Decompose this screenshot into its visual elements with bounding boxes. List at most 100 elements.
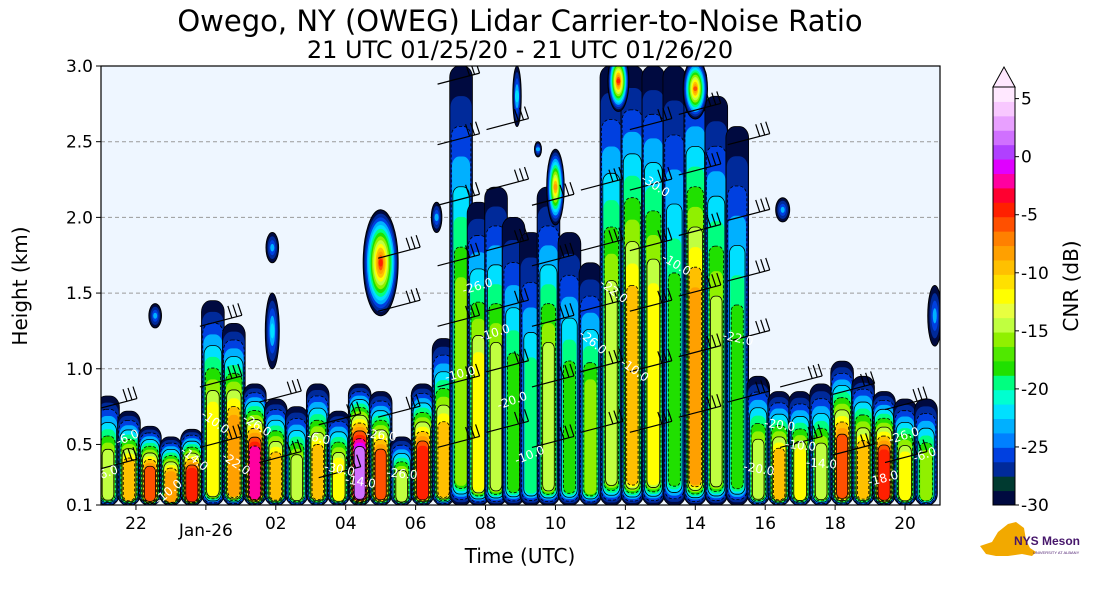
colorbar-segment	[993, 375, 1015, 391]
wind-barb-icon	[437, 121, 481, 146]
wind-barb-icon	[832, 371, 876, 396]
contour-label: -6.0	[306, 429, 332, 448]
colorbar-segment	[993, 447, 1015, 463]
wind-barb-icon	[678, 393, 722, 418]
colorbar-tick-label: -5	[1021, 206, 1038, 226]
x-tick-label: 10	[545, 514, 567, 534]
cnr-contour-band	[417, 445, 429, 500]
cnr-contour-band	[605, 280, 618, 486]
wind-barb-icon	[101, 386, 138, 409]
wind-barb-icon	[486, 106, 530, 131]
wind-barb-icon	[437, 66, 481, 85]
chart-subtitle: 21 UTC 01/25/20 - 21 UTC 01/26/20	[306, 36, 734, 64]
wind-barb-icon	[727, 318, 771, 343]
colorbar-tick-label: -15	[1021, 322, 1049, 342]
cnr-contour-blob	[378, 259, 383, 267]
chart-title: Owego, NY (OWEG) Lidar Carrier-to-Noise …	[177, 4, 863, 38]
colorbar-segment	[993, 332, 1015, 347]
cnr-contour-blob	[434, 213, 439, 222]
wind-barb-icon	[678, 272, 722, 297]
wind-barb-icon	[531, 363, 575, 388]
x-tick-label: 04	[335, 514, 357, 534]
wind-barb-icon	[486, 348, 530, 373]
wind-barb-icon	[199, 303, 243, 327]
wind-barb-icon	[629, 106, 673, 131]
colorbar-label: CNR (dB)	[1059, 240, 1083, 331]
cnr-contour-band	[667, 272, 681, 487]
x-tick-label: 08	[475, 514, 497, 534]
cnr-contour-band	[794, 447, 806, 500]
cnr-contour-band	[437, 421, 450, 498]
colorbar-segment	[993, 87, 1015, 102]
x-tick-label: 14	[684, 514, 706, 534]
x-axis: 22 Jan-26 02 04 06 08 10 12 14 16 18 20	[125, 505, 916, 541]
cnr-contour-blob	[780, 206, 785, 213]
colorbar-segment	[993, 404, 1015, 420]
contour-label: -14.0	[805, 455, 837, 471]
wind-barb-icon	[580, 227, 624, 252]
cnr-contour-band	[455, 277, 467, 486]
wind-barb-icon	[629, 166, 673, 191]
x-axis-label: Time (UTC)	[464, 544, 576, 568]
colorbar-tick-label: -30	[1021, 496, 1049, 516]
colorbar-segment	[993, 245, 1015, 261]
colorbar-segment	[993, 159, 1015, 174]
cnr-contour-band	[899, 451, 911, 501]
colorbar-segment	[993, 418, 1015, 434]
wind-barb-icon	[486, 409, 530, 433]
cnr-contour-band	[186, 467, 198, 502]
wind-barb-icon	[678, 212, 722, 237]
contour-label: -26.0	[386, 465, 418, 482]
y-axis-label: Height (km)	[8, 226, 32, 345]
cnr-contour-band	[626, 285, 639, 486]
cnr-contour-band	[857, 440, 870, 500]
colorbar-segment	[993, 101, 1015, 117]
colorbar-segment	[993, 360, 1015, 376]
x-tick-label: 16	[754, 514, 776, 534]
wind-barb-icon	[437, 363, 481, 388]
x-tick-label: 18	[824, 514, 846, 534]
wind-barb-icon	[318, 454, 362, 479]
wind-barb-icon	[318, 401, 362, 426]
wind-barb-icon	[678, 91, 722, 115]
wind-barb-icon	[580, 166, 624, 191]
y-tick-label: 2.5	[66, 133, 93, 153]
cnr-contour-band	[472, 352, 485, 492]
wind-barb-icon	[884, 386, 928, 411]
contour-label: -10.0	[784, 437, 816, 454]
wind-barb-icon	[531, 242, 575, 267]
cnr-contour-band	[524, 357, 538, 494]
cnr-contour-band	[507, 352, 520, 494]
colorbar-segment	[993, 202, 1015, 218]
cnr-contour-blob	[932, 308, 937, 324]
wind-barb-icon	[629, 348, 673, 373]
cnr-contour-blob	[693, 86, 698, 92]
wind-barb-icon	[780, 363, 823, 388]
cnr-contour-band	[647, 283, 660, 486]
colorbar-segment	[993, 461, 1015, 477]
colorbar-segment	[993, 259, 1015, 275]
colorbar-tick-label: -10	[1021, 264, 1049, 284]
cnr-contour-band	[563, 360, 576, 494]
cnr-contour-band	[689, 287, 701, 485]
y-axis: 0.1 0.5 1.0 1.5 2.0 2.5 3.0	[66, 57, 101, 516]
x-tick-label: 12	[615, 514, 637, 534]
wind-barb-icon	[259, 378, 302, 403]
wind-barb-icon	[727, 257, 771, 282]
wind-barb-icon	[531, 424, 575, 449]
wind-barb-icon	[531, 303, 575, 327]
cnr-contour-band	[920, 450, 932, 501]
cnr-contour-blob	[270, 243, 275, 252]
wind-barb-icon	[199, 363, 243, 388]
wind-barb-icon	[199, 424, 243, 449]
wind-barb-icon	[678, 151, 722, 176]
colorbar-segment	[993, 288, 1015, 304]
x-tick-label: Jan-26	[178, 521, 233, 541]
wind-barb-icon	[531, 182, 575, 206]
y-tick-label: 2.0	[66, 208, 93, 228]
cnr-contour-band	[836, 433, 849, 499]
contour-label: -30.0	[323, 459, 356, 479]
colorbar-segment	[993, 144, 1015, 160]
wind-barb-icon	[437, 242, 481, 267]
wind-barb-icon	[629, 288, 673, 312]
